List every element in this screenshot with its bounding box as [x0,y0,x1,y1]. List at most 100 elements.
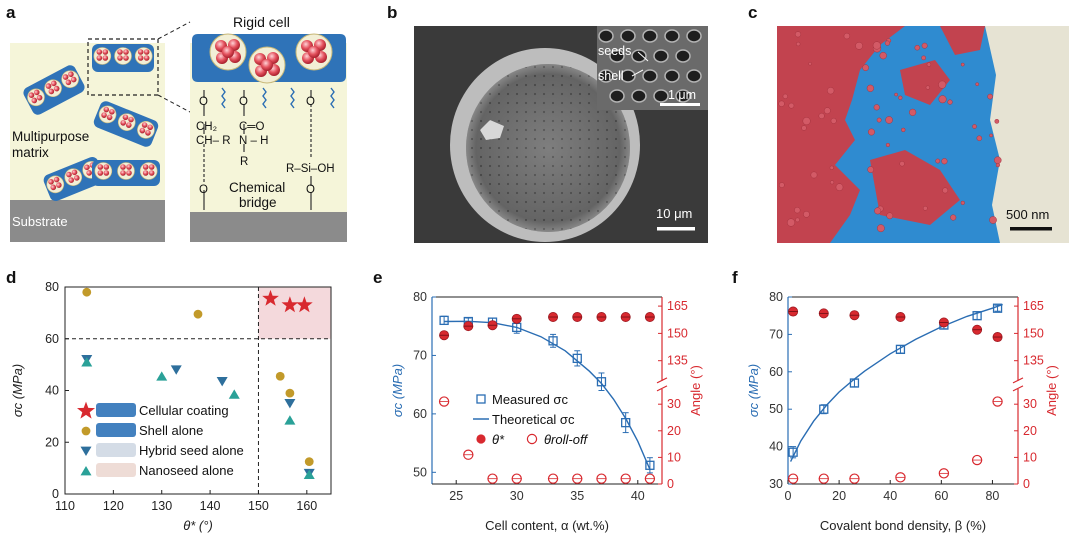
inset-seeds-label: seeds [598,44,631,58]
seed [93,47,112,65]
nanoseed-particle [876,224,885,233]
nanoseed-particle [885,116,893,124]
x-tick-label: 160 [296,499,317,513]
x-tick-label: 110 [55,499,75,513]
nanoseed [102,55,109,61]
nanoseed [84,164,90,171]
nanoseed-particle [938,95,947,104]
nanoseed [33,89,40,96]
chemical-bridge-label: Chemical [229,180,285,195]
inset-pore [664,69,680,83]
nanoseed-particle [866,84,875,92]
legend-marker [526,433,538,445]
legend-label: Measured σc [492,392,568,407]
chem-group: R–Si–OH [286,163,335,175]
legend-swatch [96,403,136,417]
measured-point [439,315,449,326]
nanoseed-particle [823,107,831,115]
nanoseed [65,79,72,86]
nanoseed-particle [796,41,801,47]
seed [117,162,135,180]
nanoseed [97,164,104,170]
inset-pore [620,29,636,43]
chem-atom: O [199,184,208,196]
inset-pore [631,49,647,63]
nanoseed-particle [987,93,993,100]
data-point [81,357,93,367]
y2-tick-label: 20 [667,424,681,438]
sem-fragment [480,120,504,140]
matrix-label-2: matrix [12,145,49,160]
y2-tick-label: 165 [1023,299,1044,313]
y2-tick-label: 150 [667,326,688,340]
axis-break [656,377,668,392]
chart-e: 25 30 35 40 50 60 70 80 135 150 165 0 10 20 30 Cell con… [390,290,703,533]
inset-pore [609,89,625,103]
panel-e: e 25 30 35 40 50 60 70 80 135 150 165 0 10 20 30 Cell c… [373,268,703,533]
matrix-label-1: Multipurpose [12,129,89,144]
data-point [296,296,313,313]
nanoseed-particle [925,85,930,90]
nanoseed [147,124,153,131]
measured-point [621,417,631,428]
data-point [170,365,182,375]
panel-a-label: a [6,3,16,22]
nanoseed [86,170,92,176]
nanoseed [50,184,57,191]
nanoseed [142,164,149,170]
nanoseed-particle [876,117,882,123]
y2-tick-label: 30 [1023,397,1037,411]
nanoseed [109,109,115,115]
panel-f-label: f [732,268,738,287]
seed [114,47,132,65]
measured-point [895,344,906,355]
scale-label: 500 nm [1006,207,1049,222]
nanoseed-particle [909,108,917,116]
x-tick-label: 40 [883,489,897,503]
nanoseed [28,92,35,98]
nanoseed [148,164,155,170]
nanoseed-particle [921,55,926,61]
data-point [303,469,315,479]
squiggles [221,87,335,109]
scale-label: 10 μm [656,206,692,221]
nanoseed-particle [788,102,795,109]
nanoseed-particle [989,216,997,224]
inset-scale-label: 1 μm [668,88,696,102]
cell-region [777,26,905,243]
inset-pore [642,29,658,43]
y-tick-label: 60 [769,365,783,379]
nanoseed [143,55,150,61]
nanoseed [141,122,148,128]
seed [139,162,158,180]
y2-tick-label: 135 [667,354,688,368]
nanoseed [120,170,126,176]
y2-tick-label: 0 [1023,477,1030,491]
legend-label: Nanoseed alone [139,463,234,478]
legend-swatch [96,423,136,437]
nanoseed-particle [827,87,835,95]
y-tick-label: 30 [769,477,783,491]
panel-c-label: c [748,3,757,22]
nanoseed-particle [867,166,875,173]
legend-swatch [96,463,136,477]
nanoseed-particle [922,205,928,211]
chemical-bridge-label: bridge [239,195,277,210]
x-tick-label: 35 [570,489,584,503]
nanoseed-particle [879,51,887,60]
y-tick-label: 50 [769,402,783,416]
y-tick-label: 70 [413,348,427,362]
measured-point [992,303,1003,313]
legend-label: θ* [492,432,505,447]
nanoseed [137,49,144,55]
y-tick-label: 80 [45,280,59,294]
x-axis-label: Cell content, α (wt.%) [485,518,609,533]
measured-point [548,336,558,346]
inset-pore [675,49,691,63]
nanoseed [96,55,103,61]
nanoseed-particle [914,44,920,51]
nanoseed [261,59,273,71]
nanoseed-particles [778,31,1002,233]
data-point [262,289,279,306]
